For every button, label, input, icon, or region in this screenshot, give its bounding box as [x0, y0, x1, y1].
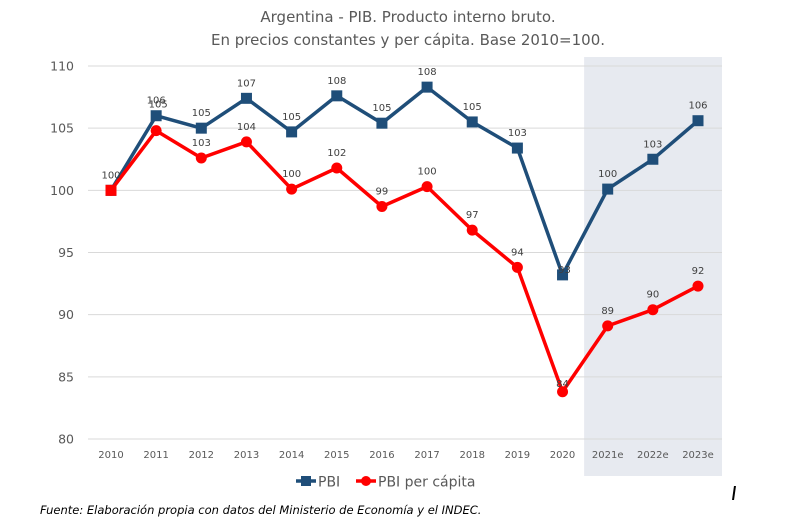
- legend-square-marker: [301, 476, 311, 486]
- gridlines: [88, 65, 722, 440]
- pbi-per-capita-marker: [150, 125, 162, 137]
- chart-subtitle: En precios constantes y per cápita. Base…: [211, 31, 605, 49]
- pbi-per-capita-marker: [286, 183, 298, 195]
- data-label-pbi-per-capita: 105: [149, 100, 168, 111]
- data-label-pbi-per-capita: 102: [327, 148, 346, 159]
- pbi-marker: [421, 81, 433, 93]
- y-tick-label: 80: [58, 432, 74, 447]
- x-axis-ticks: 2010 2011 2012 2013 2014 2015 2016 2017 2018 2019…: [98, 450, 714, 461]
- data-label-pbi: 108: [327, 76, 346, 87]
- chart-title: Argentina - PIB. Producto interno bruto.: [260, 8, 555, 26]
- pbi-per-capita-marker: [331, 162, 343, 174]
- pbi-per-capita-marker: [647, 304, 659, 316]
- data-label-pbi-per-capita: 100: [418, 167, 437, 178]
- data-label-pbi-per-capita: 100: [282, 169, 301, 180]
- data-label-pbi: 106: [147, 96, 166, 107]
- pbi-marker: [511, 142, 523, 154]
- pbi-marker: [286, 126, 298, 138]
- pbi-per-capita-marker: [376, 200, 388, 212]
- pbi-per-capita-marker: [692, 280, 704, 292]
- data-label-pbi: 105: [192, 108, 211, 119]
- data-label-pbi-per-capita: 84: [556, 379, 569, 390]
- data-label-pbi-per-capita: 89: [601, 306, 614, 317]
- x-tick-label: 2020: [550, 450, 575, 461]
- x-tick-label: 2014: [279, 450, 304, 461]
- pbi-per-capita-marker: [195, 152, 207, 164]
- x-tick-label: 2023e: [682, 450, 714, 461]
- pbi-marker: [376, 117, 388, 129]
- pbi-marker: [195, 122, 207, 134]
- data-label-pbi: 93: [558, 265, 571, 276]
- data-label-pbi-per-capita: 90: [646, 290, 659, 301]
- y-tick-label: 95: [58, 245, 74, 260]
- data-label-pbi: 105: [282, 112, 301, 123]
- x-tick-label: 2022e: [637, 450, 669, 461]
- data-label-pbi: 100: [598, 169, 617, 180]
- x-tick-label: 2021e: [592, 450, 624, 461]
- legend-label: PBI per cápita: [378, 475, 475, 491]
- pbi-marker: [466, 116, 478, 128]
- data-label-pbi-per-capita: 94: [511, 247, 524, 258]
- data-label-pbi-per-capita: 92: [692, 266, 705, 277]
- data-label-pbi-per-capita: 99: [376, 186, 389, 197]
- legend-circle-marker: [361, 476, 371, 486]
- data-label-pbi: 105: [463, 102, 482, 113]
- pbi-marker: [647, 153, 659, 165]
- forecast-shaded-region: [584, 57, 722, 476]
- x-tick-label: 2012: [189, 450, 214, 461]
- y-tick-label: 110: [50, 59, 74, 74]
- y-axis-ticks: 80 85 90 95 100 105 110: [50, 59, 74, 447]
- data-label-pbi-per-capita: 103: [192, 138, 211, 149]
- x-tick-label: 2013: [234, 450, 259, 461]
- data-label-pbi-per-capita: 100: [101, 170, 120, 181]
- data-label-pbi: 107: [237, 78, 256, 89]
- x-tick-label: 2010: [98, 450, 123, 461]
- y-tick-label: 90: [58, 307, 74, 322]
- y-tick-label: 100: [50, 183, 74, 198]
- series-line-pbi: [109, 85, 700, 277]
- data-label-pbi: 106: [688, 101, 707, 112]
- x-tick-label: 2018: [460, 450, 485, 461]
- pbi-per-capita-marker: [602, 320, 614, 332]
- data-label-pbi-per-capita: 104: [237, 122, 256, 133]
- data-label-pbi: 103: [508, 128, 527, 139]
- legend-label: PBI: [318, 475, 340, 491]
- series-line-pbi-per-capita: [109, 128, 699, 394]
- x-tick-label: 2015: [324, 450, 349, 461]
- x-tick-label: 2011: [143, 450, 168, 461]
- data-labels: 1061051071051081051081051039310010310610…: [101, 67, 707, 390]
- pbi-marker: [602, 183, 614, 195]
- series-group: [105, 81, 704, 398]
- pbi-marker: [240, 92, 252, 104]
- data-label-pbi: 108: [418, 67, 437, 78]
- data-label-pbi: 105: [372, 103, 391, 114]
- pbi-per-capita-marker: [511, 261, 523, 273]
- pbi-per-capita-marker: [557, 386, 569, 398]
- source-note: Fuente: Elaboración propia con datos del…: [40, 503, 482, 517]
- pbi-per-capita-marker: [240, 136, 252, 148]
- data-label-pbi-per-capita: 97: [466, 210, 479, 221]
- x-tick-label: 2016: [369, 450, 394, 461]
- x-tick-label: 2019: [505, 450, 530, 461]
- pbi-per-capita-marker: [466, 224, 478, 236]
- data-label-pbi: 103: [643, 139, 662, 150]
- y-tick-label: 105: [50, 121, 74, 136]
- y-tick-label: 85: [58, 369, 74, 384]
- pbi-marker: [331, 90, 343, 102]
- pbi-per-capita-marker: [421, 181, 433, 193]
- pbi-marker: [150, 110, 162, 122]
- pbi-marker: [557, 269, 569, 281]
- pbi-marker: [692, 115, 704, 127]
- pbi-per-capita-marker-2010: [105, 184, 117, 196]
- legend: PBI PBI per cápita: [296, 475, 475, 491]
- x-tick-label: 2017: [414, 450, 439, 461]
